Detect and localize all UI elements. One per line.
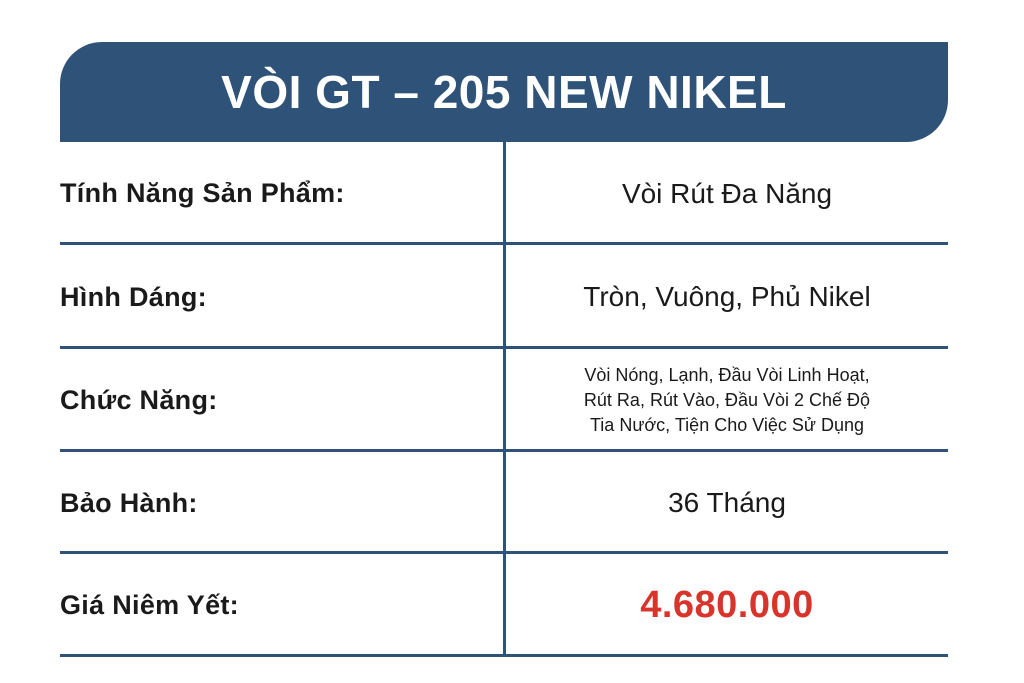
row-label: Bảo Hành: <box>60 487 198 518</box>
product-title-banner: VÒI GT – 205 NEW NIKEL <box>60 42 948 142</box>
row-divider <box>60 346 948 349</box>
price-value: 4.680.000 <box>640 584 814 626</box>
value-line: Vòi Nóng, Lạnh, Đầu Vòi Linh Hoạt, <box>584 365 870 385</box>
spec-row-warranty: Bảo Hành: 36 Tháng <box>60 452 948 554</box>
row-label: Hình Dáng: <box>60 281 207 312</box>
column-divider <box>503 142 506 656</box>
value-line: Rút Ra, Rút Vào, Đầu Vòi 2 Chế Độ <box>583 390 871 410</box>
row-divider <box>60 242 948 245</box>
row-value: 36 Tháng <box>668 487 786 518</box>
row-label: Giá Niêm Yết: <box>60 590 239 620</box>
row-divider <box>60 551 948 554</box>
spec-row-function: Chức Năng: Vòi Nóng, Lạnh, Đầu Vòi Linh … <box>60 349 948 452</box>
row-value: Vòi Rút Đa Năng <box>621 177 833 209</box>
spec-row-features: Tính Năng Sản Phẩm: Vòi Rút Đa Năng <box>60 142 948 245</box>
row-label: Chức Năng: <box>60 385 218 415</box>
row-value: Vòi Nóng, Lạnh, Đầu Vòi Linh Hoạt, Rút R… <box>506 363 948 438</box>
value-line: Tia Nước, Tiện Cho Việc Sử Dụng <box>589 415 865 435</box>
row-divider <box>60 654 948 657</box>
row-value: Tròn, Vuông, Phủ Nikel <box>583 281 871 312</box>
row-divider <box>60 449 948 452</box>
spec-row-shape: Hình Dáng: Tròn, Vuông, Phủ Nikel <box>60 245 948 349</box>
spec-row-price: Giá Niêm Yết: 4.680.000 <box>60 554 948 657</box>
product-title: VÒI GT – 205 NEW NIKEL <box>221 66 787 118</box>
row-label: Tính Năng Sản Phẩm: <box>60 178 345 208</box>
